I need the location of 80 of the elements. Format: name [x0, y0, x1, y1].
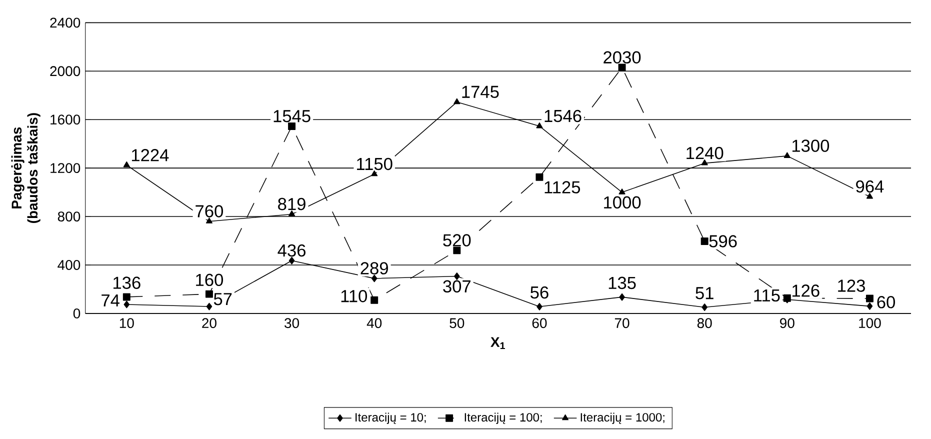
data-label: 160	[196, 274, 224, 286]
point	[206, 302, 212, 310]
legend-label: Iteracijų = 10;	[356, 412, 426, 424]
data-label: 126	[792, 284, 820, 297]
y-tick-label: 2400	[50, 18, 80, 28]
legend-label: Iteracijų = 1000;	[580, 412, 664, 424]
y-axis-title: Pagerėjimas (baudos taškais)	[11, 113, 40, 224]
y-tick-label: 1200	[50, 163, 80, 174]
x-tick-label: 50	[450, 318, 464, 328]
point	[702, 304, 708, 312]
legend-label: Iteracijų = 100;	[464, 412, 542, 424]
data-label: 135	[608, 276, 636, 290]
point	[205, 290, 213, 298]
data-label: 1000	[604, 196, 641, 209]
x-tick-label: 20	[202, 318, 216, 328]
data-label: 1545	[274, 110, 310, 122]
data-label: 136	[114, 276, 140, 290]
x-tick-label: 90	[780, 318, 794, 328]
y-tick-label: 800	[58, 212, 80, 222]
point	[288, 210, 296, 216]
point	[124, 300, 130, 308]
data-label: 74	[102, 294, 120, 307]
y-tick-label: 400	[58, 260, 80, 270]
x-tick-label: 30	[284, 318, 300, 328]
point	[866, 294, 874, 302]
point	[618, 188, 626, 194]
data-label: 1300	[792, 140, 830, 152]
point	[123, 162, 130, 168]
point	[700, 238, 708, 246]
point	[866, 193, 874, 199]
data-label: 964	[856, 180, 884, 193]
y-tick-label: 2000	[50, 66, 80, 76]
y-tick-label: 0	[73, 308, 80, 318]
point	[866, 302, 873, 310]
data-label: 436	[278, 244, 306, 257]
point	[288, 122, 296, 130]
point	[454, 272, 460, 280]
data-label: 2030	[604, 51, 641, 64]
data-label: 1224	[132, 149, 169, 162]
data-label: 1125	[544, 181, 580, 194]
point	[371, 170, 378, 176]
x-tick-label: 10	[120, 318, 134, 328]
x-tick-label: 80	[697, 318, 712, 328]
point	[122, 293, 130, 301]
point	[619, 293, 625, 301]
point	[618, 64, 626, 72]
point	[536, 174, 544, 181]
data-label: 760	[196, 205, 224, 218]
data-label: 115	[754, 290, 780, 302]
data-label: 1150	[357, 158, 392, 170]
y-tick-label: 1600	[50, 114, 80, 125]
x-tick-label: 70	[614, 318, 630, 328]
data-label: 1546	[544, 110, 582, 122]
x-tick-label: 40	[366, 318, 382, 328]
point	[536, 122, 543, 128]
data-label: 60	[877, 296, 895, 308]
point	[206, 218, 213, 224]
x-axis-title: X$_{1}$	[490, 337, 505, 350]
data-label: 123	[838, 280, 865, 292]
point	[453, 246, 461, 254]
point	[454, 98, 460, 104]
point	[370, 296, 378, 304]
data-label: 520	[443, 234, 471, 247]
data-label: 1240	[686, 147, 724, 160]
data-label: 307	[443, 280, 470, 293]
data-label: 110	[341, 290, 368, 302]
data-label: 1745	[462, 86, 499, 98]
point	[536, 303, 542, 310]
point	[371, 274, 378, 282]
data-label: 56	[530, 286, 548, 299]
x-tick-label: 100	[859, 318, 881, 328]
data-label: 596	[709, 235, 737, 248]
data-label: 51	[696, 287, 714, 300]
point	[701, 160, 708, 166]
data-label: 57	[214, 293, 232, 306]
point	[784, 152, 790, 158]
data-label: 289	[360, 262, 388, 275]
point	[288, 256, 295, 264]
x-tick-label: 60	[532, 318, 547, 328]
data-label: 819	[278, 198, 306, 210]
